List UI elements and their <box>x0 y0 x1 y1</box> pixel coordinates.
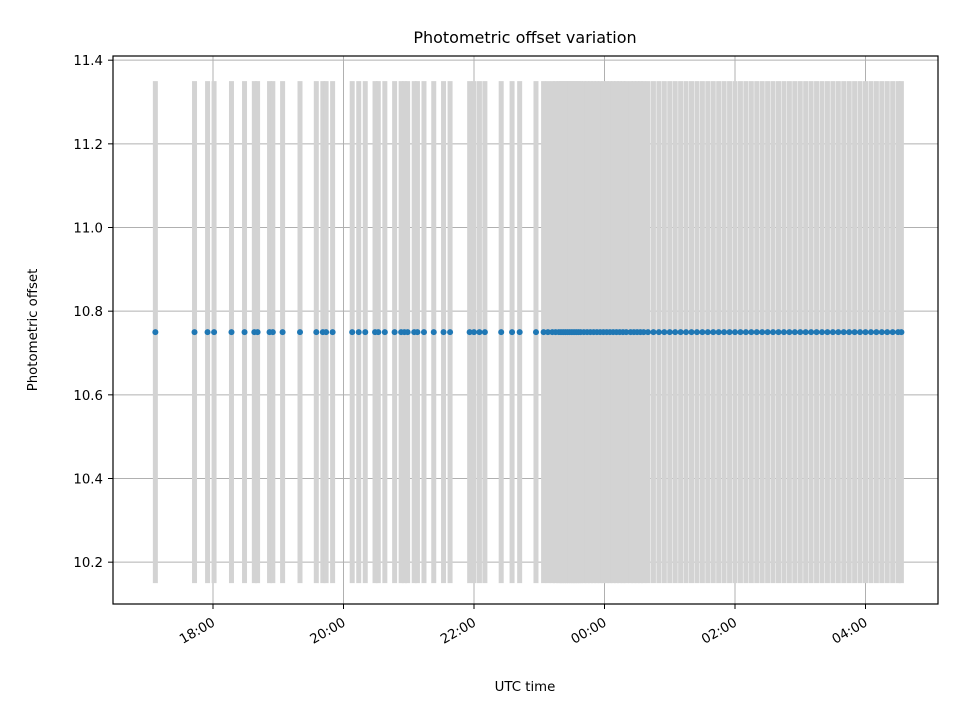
data-point <box>481 329 488 336</box>
data-point <box>802 329 809 336</box>
data-point <box>391 329 398 336</box>
data-point <box>476 329 483 336</box>
y-tick-label: 10.6 <box>73 389 103 404</box>
data-point <box>764 329 771 336</box>
data-point <box>661 329 668 336</box>
data-point <box>279 329 286 336</box>
y-tick-label: 11.4 <box>73 54 103 69</box>
data-point <box>808 329 815 336</box>
data-point <box>835 329 842 336</box>
y-tick-label: 10.4 <box>73 473 103 488</box>
data-point <box>466 329 473 336</box>
data-point <box>710 329 717 336</box>
data-point <box>748 329 755 336</box>
data-point <box>269 329 276 336</box>
data-point <box>655 329 662 336</box>
data-point <box>753 329 760 336</box>
data-point <box>640 329 647 336</box>
data-point <box>780 329 787 336</box>
chart-title: Photometric offset variation <box>413 28 636 47</box>
data-point <box>254 329 261 336</box>
data-point <box>650 329 657 336</box>
data-point <box>775 329 782 336</box>
data-point <box>645 329 651 336</box>
data-point <box>797 329 804 336</box>
data-point <box>862 329 869 336</box>
data-point <box>349 329 356 336</box>
y-tick-label: 10.2 <box>73 556 103 571</box>
data-point <box>759 329 766 336</box>
data-point <box>666 329 673 336</box>
data-point <box>297 329 303 336</box>
data-point <box>211 329 218 336</box>
data-point <box>228 329 235 336</box>
data-point <box>721 329 728 336</box>
x-axis-label: UTC time <box>495 680 556 695</box>
data-point <box>430 329 437 336</box>
data-point <box>742 329 749 336</box>
data-point <box>889 329 896 336</box>
data-point <box>623 329 630 336</box>
plot-frame <box>112 55 939 605</box>
data-point <box>867 329 874 336</box>
data-point <box>829 329 836 336</box>
data-point <box>824 329 831 336</box>
data-point <box>381 329 388 336</box>
data-point <box>873 329 880 336</box>
y-axis-ticks: 10.2 10.4 10.6 10.8 11.0 11.2 11.4 <box>73 54 113 571</box>
data-point <box>683 329 690 336</box>
data-point <box>404 329 411 336</box>
data-point <box>362 329 369 336</box>
data-points <box>152 329 905 336</box>
data-point <box>770 329 777 336</box>
data-point <box>857 329 864 336</box>
y-tick-label: 11.2 <box>73 138 103 153</box>
data-point <box>355 329 362 336</box>
data-point <box>420 329 427 336</box>
data-point <box>516 329 523 336</box>
data-point <box>471 329 477 336</box>
y-tick-label: 11.0 <box>73 222 103 237</box>
data-point <box>672 329 679 336</box>
data-point <box>532 329 539 336</box>
data-point <box>693 329 700 336</box>
data-point <box>677 329 684 336</box>
data-point <box>704 329 711 336</box>
data-point <box>544 329 551 336</box>
data-point <box>323 329 330 336</box>
data-point <box>447 329 454 336</box>
data-point <box>498 329 505 336</box>
data-point <box>540 329 547 336</box>
data-point <box>884 329 891 336</box>
data-point <box>414 329 421 336</box>
data-point <box>152 329 159 336</box>
data-point <box>846 329 853 336</box>
data-point <box>786 329 793 336</box>
data-point <box>715 329 722 336</box>
data-point <box>878 329 885 336</box>
data-point <box>840 329 847 336</box>
data-point <box>813 329 820 336</box>
data-point <box>204 329 211 336</box>
data-point <box>732 329 738 336</box>
y-tick-label: 10.8 <box>73 305 103 320</box>
data-point <box>726 329 733 336</box>
data-point <box>375 329 382 336</box>
data-point <box>509 329 516 336</box>
data-point <box>688 329 695 336</box>
data-point <box>241 329 248 336</box>
data-point <box>791 329 798 336</box>
data-point <box>737 329 744 336</box>
data-point <box>699 329 706 336</box>
data-point <box>440 329 447 336</box>
data-point <box>313 329 320 336</box>
data-point <box>898 329 905 336</box>
data-point <box>851 329 858 336</box>
data-point <box>819 329 825 336</box>
data-point <box>191 329 198 336</box>
data-point <box>329 329 336 336</box>
y-axis-label: Photometric offset <box>26 269 41 392</box>
